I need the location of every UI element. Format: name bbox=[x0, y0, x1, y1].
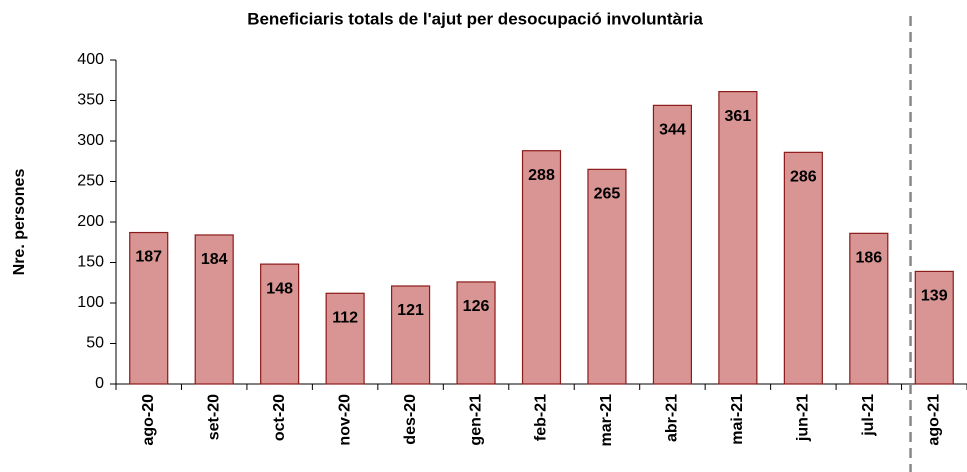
x-tick-label: mai-21 bbox=[729, 394, 746, 445]
bar bbox=[587, 168, 627, 385]
bar bbox=[849, 232, 889, 385]
y-tick-label: 50 bbox=[86, 335, 104, 352]
bar bbox=[521, 150, 562, 385]
data-label: 148 bbox=[266, 280, 293, 297]
x-tick-label: gen-21 bbox=[467, 394, 484, 446]
x-tick-label: ago-20 bbox=[140, 394, 157, 446]
y-tick-label: 350 bbox=[77, 92, 104, 109]
data-label: 184 bbox=[201, 251, 228, 268]
bar bbox=[456, 281, 496, 385]
bar bbox=[129, 231, 169, 385]
x-tick-label: oct-20 bbox=[271, 394, 288, 441]
data-label: 187 bbox=[135, 249, 162, 266]
data-label: 265 bbox=[594, 186, 621, 203]
data-label: 288 bbox=[528, 167, 555, 184]
x-tick-label: abr-21 bbox=[664, 394, 681, 442]
bar bbox=[325, 292, 365, 385]
y-tick-label: 200 bbox=[77, 213, 104, 230]
bar bbox=[914, 270, 954, 385]
y-tick-label: 100 bbox=[77, 294, 104, 311]
bar bbox=[260, 263, 300, 385]
data-label: 344 bbox=[659, 122, 686, 139]
x-tick-label: set-20 bbox=[205, 394, 222, 440]
data-label: 286 bbox=[790, 169, 817, 186]
x-tick-label: mar-21 bbox=[598, 394, 615, 447]
bar bbox=[783, 151, 823, 385]
y-tick-label: 400 bbox=[77, 51, 104, 68]
data-label: 126 bbox=[463, 298, 490, 315]
data-label: 186 bbox=[855, 250, 882, 267]
x-tick-label: nov-20 bbox=[336, 394, 353, 446]
bar bbox=[652, 104, 693, 385]
y-tick-label: 300 bbox=[77, 132, 104, 149]
y-tick-label: 0 bbox=[95, 375, 104, 392]
y-axis-label: Nre. persones bbox=[11, 169, 28, 276]
x-tick-label: feb-21 bbox=[533, 394, 550, 441]
chart-title: Beneficiaris totals de l'ajut per desocu… bbox=[247, 9, 703, 28]
data-label: 121 bbox=[397, 302, 424, 319]
x-tick-label: jul-21 bbox=[860, 394, 877, 437]
bar bbox=[194, 234, 234, 385]
x-tick-label: jun-21 bbox=[795, 394, 812, 442]
y-tick-label: 150 bbox=[77, 254, 104, 271]
bar bbox=[718, 90, 758, 385]
x-tick-label: ago-21 bbox=[925, 394, 942, 446]
y-tick-label: 250 bbox=[77, 173, 104, 190]
bar bbox=[390, 285, 431, 385]
x-tick-label: des-20 bbox=[402, 394, 419, 445]
data-label: 112 bbox=[332, 309, 358, 326]
data-label: 361 bbox=[725, 108, 752, 125]
data-label: 139 bbox=[921, 288, 948, 305]
